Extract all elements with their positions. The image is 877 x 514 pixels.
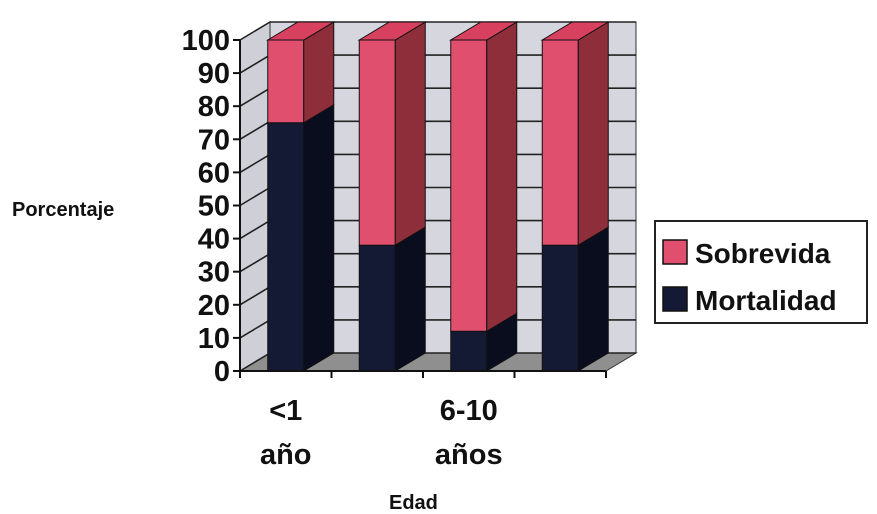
bar-mortalidad-3-side [577,226,609,372]
bar-mortalidad-3 [541,244,579,372]
bar-sobrevida-1 [358,39,396,246]
bar-sobrevida-1-side [394,21,426,247]
y-tick-label: 70 [198,124,230,156]
legend-swatch-mortalidad [662,286,688,312]
bar-sobrevida-0-top [265,21,336,41]
x-category-label: año [260,439,312,471]
bar-sobrevida-2-side [486,21,518,333]
bar-sobrevida-2 [450,39,488,332]
bar-sobrevida-0 [267,39,305,124]
bar-mortalidad-1-side [394,226,426,372]
x-category-labels: <1 año 6-10 años [260,395,503,471]
y-tick-label: 50 [198,191,230,223]
x-category-label: 6-10 [440,395,498,427]
bar-mortalidad-0 [267,122,305,372]
legend-label-sobrevida: Sobrevida [695,238,831,269]
y-tick-label: 20 [198,290,230,322]
y-tick-label: 100 [182,25,230,57]
legend: Sobrevida Mortalidad [654,220,868,324]
bar-sobrevida-2-top [448,21,519,41]
y-tick-label: 10 [198,323,230,355]
x-category-label: años [435,439,503,471]
bar-sobrevida-3-side [577,21,609,247]
y-tick-label: 0 [214,356,230,388]
y-tick-label: 80 [198,91,230,123]
bar-mortalidad-1 [358,244,396,372]
legend-swatch-sobrevida [662,239,688,265]
bar-mortalidad-2 [450,330,488,372]
y-tick-label: 30 [198,257,230,289]
chart-bars [265,21,611,372]
y-tick-label: 60 [198,157,230,189]
y-axis-label: Porcentaje [12,199,114,221]
chart-axes [233,39,607,378]
bar-sobrevida-1-top [357,21,428,41]
legend-label-mortalidad: Mortalidad [695,285,837,316]
x-axis-label: Edad [389,492,438,514]
bar-sobrevida-3 [541,39,579,246]
bar-mortalidad-0-side [303,103,335,372]
y-tick-label: 40 [198,224,230,256]
x-category-label: <1 [269,395,302,427]
legend-box [654,220,868,324]
bar-sobrevida-3-top [540,21,611,41]
y-tick-label: 90 [198,58,230,90]
